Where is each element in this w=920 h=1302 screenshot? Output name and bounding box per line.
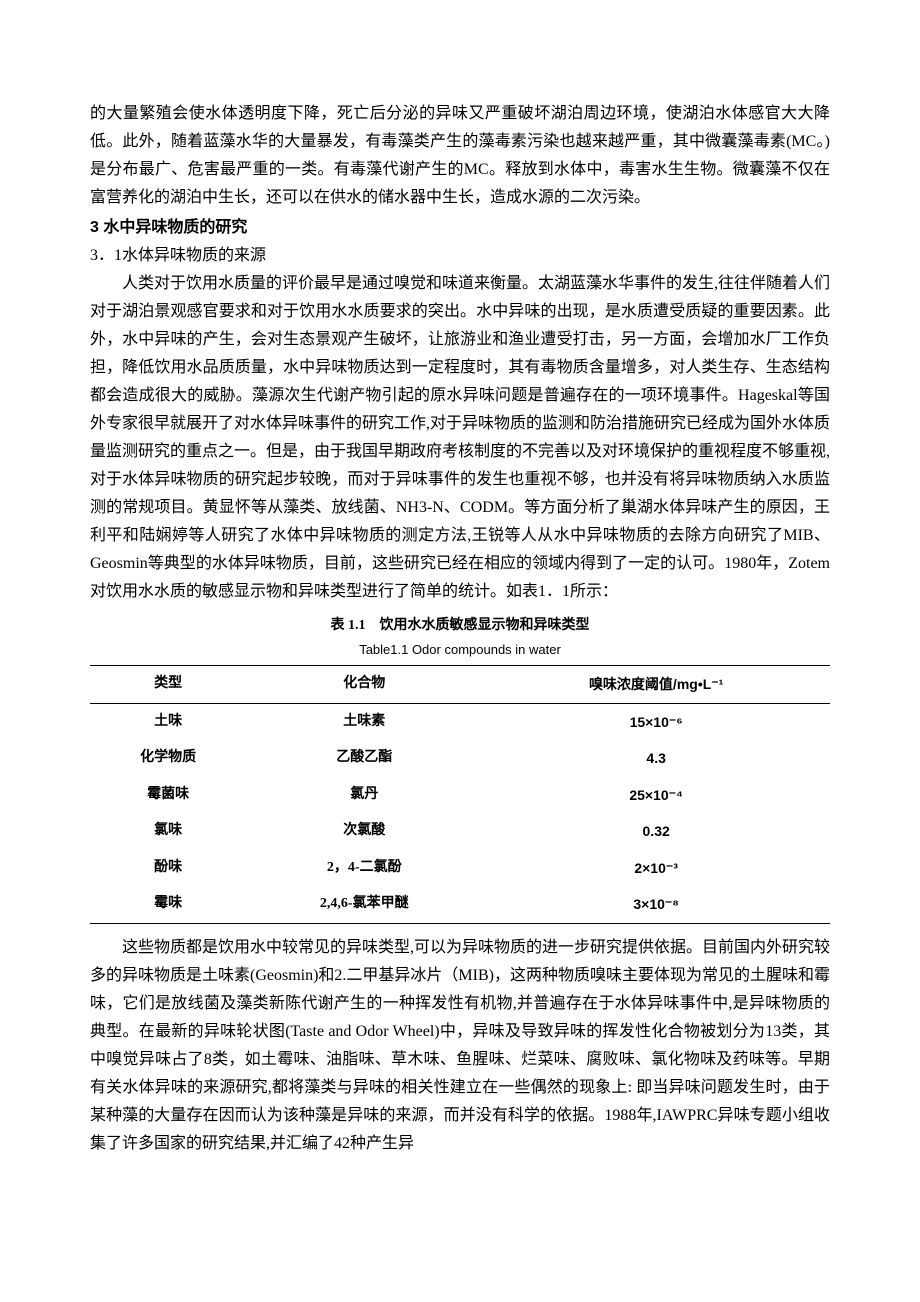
table-title-cn: 表 1.1 饮用水水质敏感显示物和异味类型 — [90, 614, 830, 639]
cell-compound: 次氯酸 — [246, 813, 482, 850]
table-header-row: 类型 化合物 嗅味浓度阈值/mg•L⁻¹ — [90, 666, 830, 704]
intro-paragraph: 的大量繁殖会使水体透明度下降，死亡后分泌的异味又严重破坏湖泊周边环境，使湖泊水体… — [90, 100, 830, 212]
cell-compound: 土味素 — [246, 703, 482, 740]
cell-compound: 氯丹 — [246, 777, 482, 814]
table-row: 土味 土味素 15×10⁻⁶ — [90, 703, 830, 740]
table-row: 酚味 2，4-二氯酚 2×10⁻³ — [90, 850, 830, 887]
table-row: 氯味 次氯酸 0.32 — [90, 813, 830, 850]
table-row: 霉味 2,4,6-氯苯甲醚 3×10⁻⁸ — [90, 886, 830, 923]
cell-type: 霉味 — [90, 886, 246, 923]
cell-type: 氯味 — [90, 813, 246, 850]
table-row: 化学物质 乙酸乙酯 4.3 — [90, 740, 830, 777]
col-compound: 化合物 — [246, 666, 482, 704]
table-row: 霉菌味 氯丹 25×10⁻⁴ — [90, 777, 830, 814]
table-title-en: Table1.1 Odor compounds in water — [90, 639, 830, 662]
cell-compound: 2,4,6-氯苯甲醚 — [246, 886, 482, 923]
cell-compound: 2，4-二氯酚 — [246, 850, 482, 887]
cell-type: 土味 — [90, 703, 246, 740]
cell-threshold: 2×10⁻³ — [482, 850, 830, 887]
after-table-paragraph: 这些物质都是饮用水中较常见的异味类型,可以为异味物质的进一步研究提供依据。目前国… — [90, 934, 830, 1158]
cell-threshold: 25×10⁻⁴ — [482, 777, 830, 814]
cell-threshold: 0.32 — [482, 813, 830, 850]
cell-threshold: 15×10⁻⁶ — [482, 703, 830, 740]
section-3-1-heading: 3．1水体异味物质的来源 — [90, 242, 830, 270]
col-type: 类型 — [90, 666, 246, 704]
odor-compounds-table: 类型 化合物 嗅味浓度阈值/mg•L⁻¹ 土味 土味素 15×10⁻⁶ 化学物质… — [90, 665, 830, 924]
cell-threshold: 3×10⁻⁸ — [482, 886, 830, 923]
col-threshold: 嗅味浓度阈值/mg•L⁻¹ — [482, 666, 830, 704]
cell-threshold: 4.3 — [482, 740, 830, 777]
cell-type: 酚味 — [90, 850, 246, 887]
cell-type: 化学物质 — [90, 740, 246, 777]
section-3-heading: 3 水中异味物质的研究 — [90, 214, 830, 242]
cell-type: 霉菌味 — [90, 777, 246, 814]
cell-compound: 乙酸乙酯 — [246, 740, 482, 777]
section-3-1-paragraph: 人类对于饮用水质量的评价最早是通过嗅觉和味道来衡量。太湖蓝藻水华事件的发生,往往… — [90, 270, 830, 606]
